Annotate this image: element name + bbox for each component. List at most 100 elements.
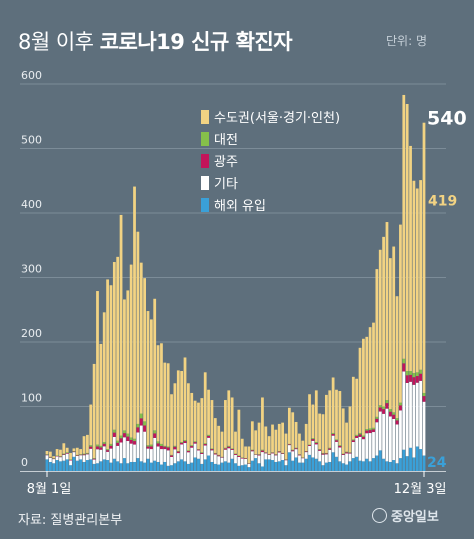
day-bar-103 bbox=[388, 258, 392, 471]
bar-segment-capital bbox=[143, 278, 146, 422]
bar-segment-other bbox=[412, 384, 416, 458]
bar-segment-overseas bbox=[341, 463, 345, 471]
bar-segment-capital bbox=[365, 336, 369, 430]
day-bar-36 bbox=[163, 362, 167, 471]
bar-segment-overseas bbox=[69, 465, 72, 471]
bar-segment-other bbox=[65, 453, 69, 460]
day-bar-31 bbox=[146, 311, 150, 471]
day-bar-90 bbox=[345, 422, 348, 471]
bar-segment-overseas bbox=[166, 465, 170, 471]
bar-segment-other bbox=[200, 453, 204, 464]
bar-segment-gwangju bbox=[96, 446, 99, 450]
bar-segment-other bbox=[287, 445, 291, 453]
bar-segment-gwangju bbox=[156, 443, 160, 447]
bar-segment-overseas bbox=[405, 456, 409, 471]
bar-segment-gwangju bbox=[136, 427, 140, 433]
bar-segment-daejeon bbox=[99, 445, 103, 448]
bar-segment-overseas bbox=[224, 461, 227, 471]
bar-segment-other bbox=[362, 439, 365, 462]
bar-segment-other bbox=[325, 454, 328, 463]
bar-segment-gwangju bbox=[193, 442, 197, 444]
bar-segment-overseas bbox=[298, 462, 301, 471]
bar-segment-gwangju bbox=[123, 433, 126, 438]
bar-segment-daejeon bbox=[69, 459, 72, 460]
bar-segment-other bbox=[190, 447, 194, 463]
day-bar-76 bbox=[298, 433, 301, 471]
bar-segment-capital bbox=[119, 214, 123, 436]
bar-segment-capital bbox=[284, 433, 288, 460]
bar-segment-daejeon bbox=[62, 453, 66, 455]
bar-segment-capital bbox=[244, 446, 247, 459]
bar-segment-overseas bbox=[274, 461, 278, 471]
legend-label-2: 대전 bbox=[214, 133, 238, 148]
bar-segment-gwangju bbox=[224, 448, 227, 450]
bar-segment-other bbox=[372, 432, 375, 459]
day-bar-61 bbox=[247, 446, 251, 471]
bar-segment-capital bbox=[415, 188, 419, 373]
bar-segment-gwangju bbox=[102, 443, 106, 447]
bar-segment-other bbox=[409, 381, 412, 448]
bar-segment-overseas bbox=[62, 460, 66, 471]
day-bar-78 bbox=[304, 423, 308, 471]
bar-segment-other bbox=[355, 437, 359, 457]
legend-swatch-3 bbox=[201, 154, 209, 168]
bar-segment-other bbox=[133, 444, 136, 462]
bar-segment-capital bbox=[409, 145, 412, 372]
bar-segment-other bbox=[217, 456, 221, 465]
bar-segment-gwangju bbox=[119, 438, 123, 443]
bar-segment-other bbox=[402, 371, 406, 450]
bar-segment-overseas bbox=[247, 467, 251, 471]
bar-segment-daejeon bbox=[190, 445, 194, 447]
bar-segment-other bbox=[146, 448, 150, 459]
bar-segment-capital bbox=[86, 434, 89, 453]
bar-segment-capital bbox=[96, 291, 99, 445]
bar-segment-gwangju bbox=[375, 418, 379, 423]
bar-segment-overseas bbox=[48, 461, 52, 471]
bar-segment-overseas bbox=[351, 458, 355, 471]
bar-segment-overseas bbox=[133, 461, 136, 471]
bar-segment-gwangju bbox=[99, 447, 103, 450]
bar-segment-other bbox=[230, 449, 234, 459]
bar-segment-daejeon bbox=[116, 440, 120, 443]
bar-segment-capital bbox=[203, 372, 207, 444]
bar-segment-other bbox=[62, 454, 66, 461]
bar-segment-overseas bbox=[362, 461, 365, 471]
bar-segment-daejeon bbox=[126, 433, 130, 437]
bar-segment-overseas bbox=[72, 456, 76, 471]
bar-segment-capital bbox=[230, 397, 234, 449]
bar-segment-gwangju bbox=[237, 456, 241, 457]
bar-segment-daejeon bbox=[180, 441, 184, 443]
bar-segment-daejeon bbox=[318, 449, 322, 450]
bar-segment-daejeon bbox=[149, 444, 153, 447]
day-bar-75 bbox=[294, 421, 298, 471]
logo-text: 중앙일보 bbox=[391, 510, 439, 525]
day-bar-6 bbox=[62, 443, 66, 471]
day-bar-101 bbox=[382, 236, 385, 471]
bar-segment-gwangju bbox=[388, 411, 392, 417]
bar-segment-overseas bbox=[102, 459, 106, 471]
bar-segment-overseas bbox=[136, 458, 140, 471]
bar-segment-daejeon bbox=[395, 418, 399, 421]
day-bar-64 bbox=[257, 422, 261, 471]
bar-segment-capital bbox=[156, 345, 160, 442]
day-bar-73 bbox=[287, 407, 291, 471]
bar-segment-capital bbox=[109, 285, 113, 444]
bar-segment-gwangju bbox=[227, 446, 231, 449]
day-bar-11 bbox=[79, 449, 83, 471]
bar-segment-other bbox=[96, 449, 99, 464]
bar-segment-capital bbox=[116, 256, 120, 441]
bar-segment-daejeon bbox=[79, 454, 83, 455]
bar-segment-overseas bbox=[328, 461, 332, 471]
y-tick-label-100: 100 bbox=[21, 392, 42, 405]
bar-segment-overseas bbox=[75, 460, 79, 471]
bar-segment-capital bbox=[368, 327, 372, 429]
bar-segment-capital bbox=[224, 400, 227, 448]
bar-segment-daejeon bbox=[311, 438, 315, 440]
bar-segment-daejeon bbox=[308, 444, 311, 446]
bar-segment-overseas bbox=[402, 449, 406, 471]
bar-segment-gwangju bbox=[261, 450, 264, 453]
bar-segment-gwangju bbox=[335, 440, 338, 442]
bar-segment-capital bbox=[392, 246, 396, 413]
bar-segment-overseas bbox=[213, 463, 217, 471]
